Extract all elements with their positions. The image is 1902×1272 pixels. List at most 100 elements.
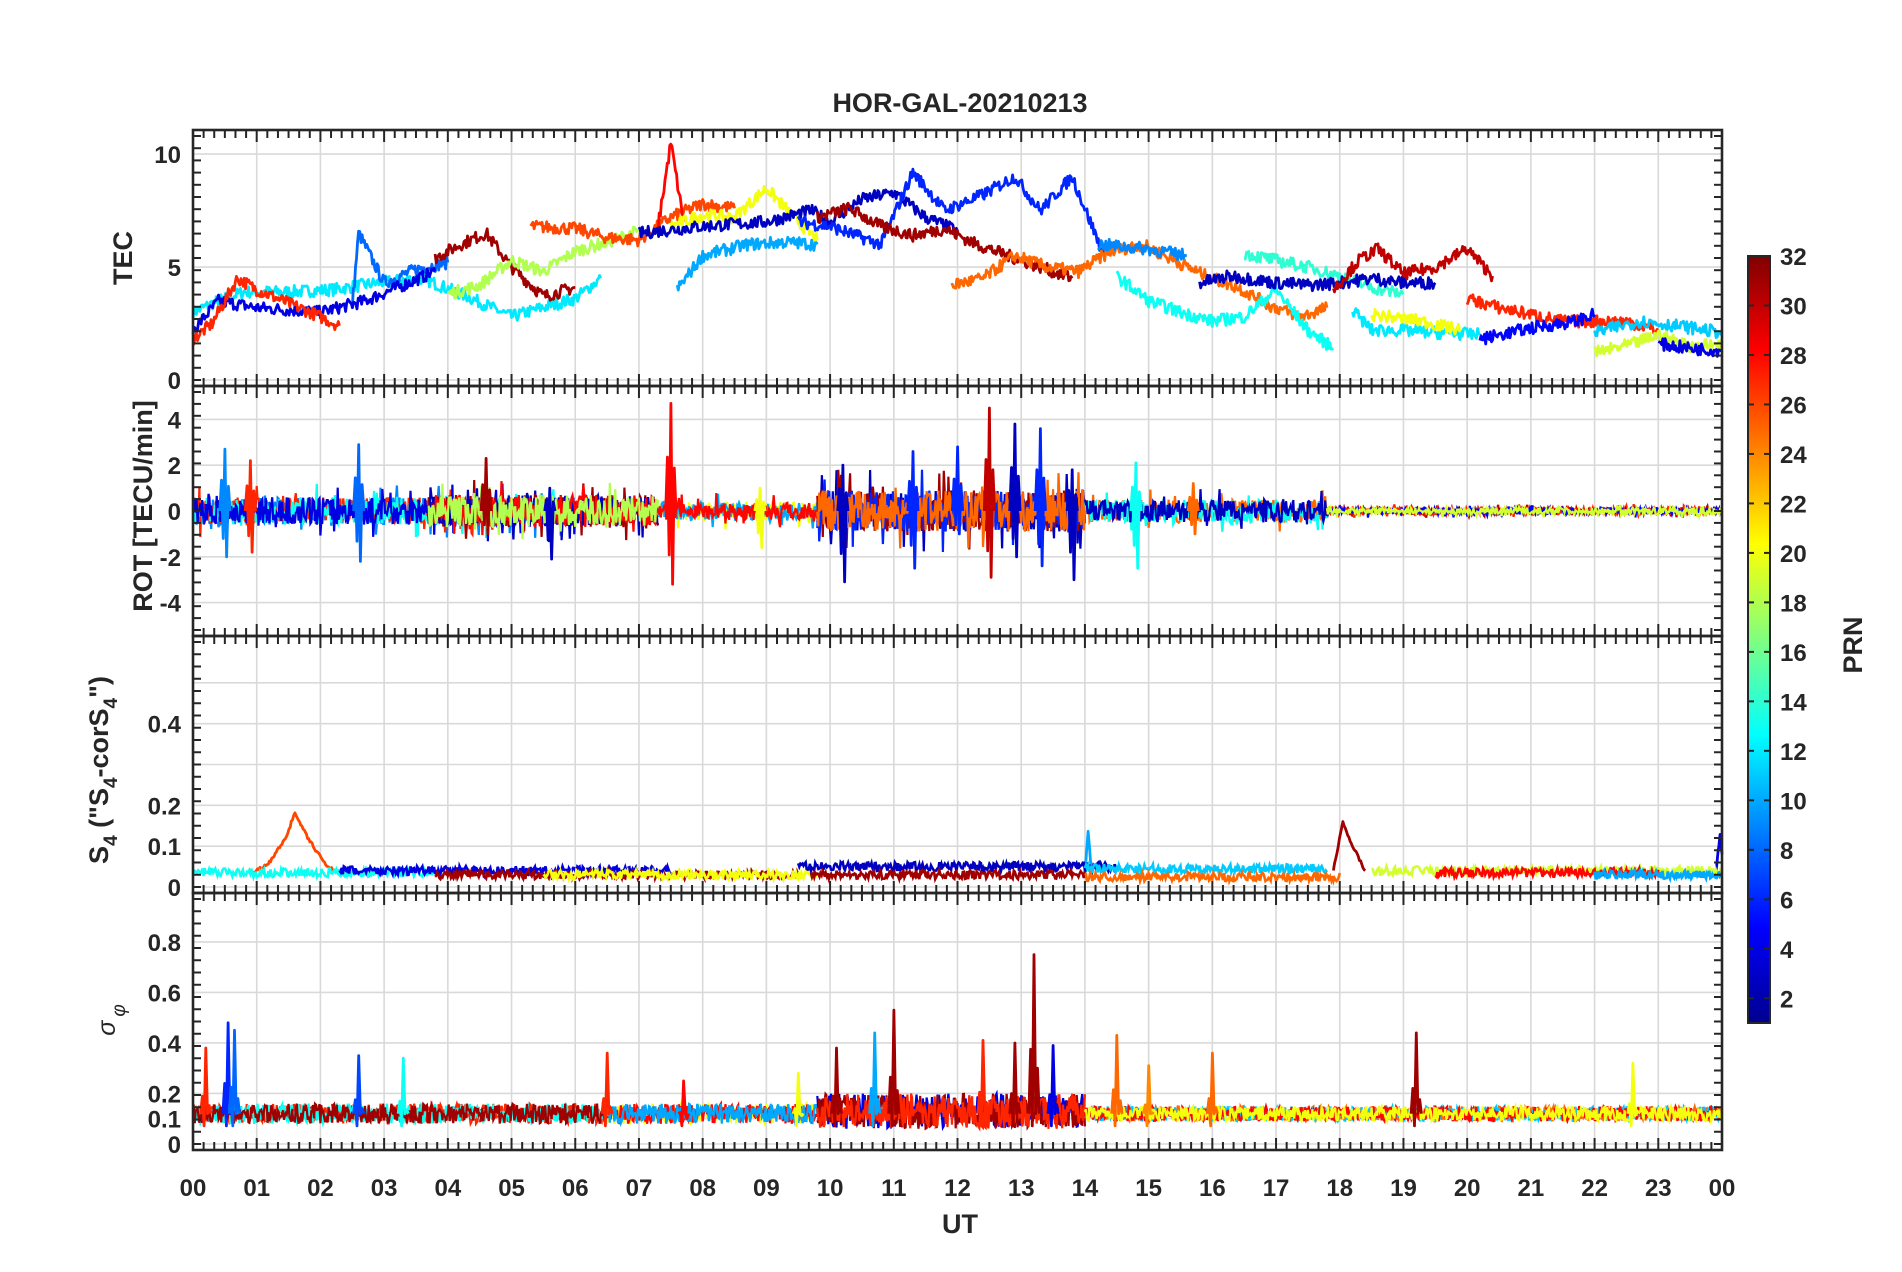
sigma_phi-spike-prn-25 <box>1110 1034 1124 1128</box>
x-tick-label: 22 <box>1581 1175 1608 1202</box>
tec-series-prn-3 <box>637 188 959 240</box>
colorbar-tick-label: 30 <box>1780 293 1807 320</box>
rot-ytick-label: -4 <box>160 591 182 618</box>
colorbar-tick-label: 18 <box>1780 590 1807 617</box>
sigma_phi-spike-prn-10 <box>868 1031 882 1128</box>
sigma_phi-noise-prn-20 <box>1083 1102 1723 1126</box>
colorbar-label: PRN <box>1838 616 1868 673</box>
tec-series-prn-30 <box>1332 242 1494 294</box>
sigma_phi-spike-prn-4 <box>1046 1044 1060 1128</box>
rot-ytick-label: -2 <box>160 545 181 572</box>
colorbar-tick-label: 10 <box>1780 788 1807 815</box>
x-tick-label: 10 <box>817 1175 844 1202</box>
tec-series-prn-14 <box>1243 250 1405 298</box>
tec-frame <box>191 128 1724 388</box>
x-tick-label: 21 <box>1518 1175 1545 1202</box>
x-tick-label: 19 <box>1390 1175 1417 1202</box>
sigma_phi-spike-prn-13 <box>396 1056 410 1128</box>
rot-ylabel: ROT [TECU/min] <box>128 400 158 611</box>
sigma_phi-spike-prn-8 <box>227 1028 241 1128</box>
colorbar-tick-label: 6 <box>1780 887 1793 914</box>
tec-series-prn-26 <box>529 198 736 248</box>
rot-spike-prn-13 <box>1129 461 1143 570</box>
s4-data <box>191 811 1724 887</box>
colorbar-tick-label: 24 <box>1780 442 1807 469</box>
sigma-phi-panel: 00.10.2 0.4 0.6 0.8 <box>148 891 1724 1159</box>
s4-baseline-prn-11 <box>1083 859 1329 878</box>
x-tick-label: 00 <box>180 1175 207 1202</box>
x-tick-label: 20 <box>1454 1175 1481 1202</box>
rot-spike-prn-3 <box>1065 468 1079 582</box>
x-tick-label: 23 <box>1645 1175 1672 1202</box>
x-tick-label: 01 <box>243 1175 270 1202</box>
tec-ylabel: TEC <box>108 231 138 285</box>
colorbar-tick-label: 14 <box>1780 689 1807 716</box>
x-tick-label: 13 <box>1008 1175 1035 1202</box>
rot-spike-prn-9 <box>218 447 232 559</box>
sigma-phi-ylabel: σφ <box>93 1004 130 1035</box>
colorbar-tick-label: 4 <box>1780 937 1794 964</box>
sigma_phi-frame <box>191 891 1724 1152</box>
tec-series-prn-12 <box>1351 307 1482 342</box>
s4-ytick-label: 0 <box>168 875 181 902</box>
tec-series-prn-11 <box>1593 315 1724 340</box>
sigma_phi-spike-prn-27 <box>600 1051 614 1128</box>
tec-series-prn-4 <box>191 266 437 335</box>
rot-spike-prn-3 <box>543 486 557 561</box>
sigma_phi-spike-prn-31 <box>830 1046 844 1128</box>
colorbar-tick-label: 32 <box>1780 244 1807 271</box>
sigma_phi-spike-prn-25 <box>1205 1051 1219 1128</box>
x-tick-label: 03 <box>371 1175 398 1202</box>
tec-series-prn-3 <box>1198 269 1437 293</box>
rot-noise-prn-18 <box>427 482 660 540</box>
rot-noise-prn-28 <box>657 493 819 528</box>
tec-series-prn-10 <box>675 235 819 292</box>
sigma_phi-noise-prn-10 <box>606 1102 819 1128</box>
sigma_phi-spike-prn-31 <box>1027 953 1041 1128</box>
x-tick-label: 07 <box>626 1175 653 1202</box>
x-tick-label: 06 <box>562 1175 589 1202</box>
tec-series-prn-4 <box>1657 337 1723 358</box>
sigma_phi-spike-prn-24 <box>1142 1064 1155 1128</box>
tec-ytick-label: 5 <box>168 255 181 282</box>
rot-noise-prn-3 <box>1083 489 1329 529</box>
s4-ytick-labels: 0 0.1 0.2 0.4 <box>148 712 182 902</box>
colorbar-tick-label: 8 <box>1780 838 1793 865</box>
sigma_phi-ytick-label: 0.8 <box>148 930 181 957</box>
sigma_phi-spike-prn-28 <box>677 1079 691 1128</box>
tec-ytick-labels: 0 5 10 <box>154 142 181 395</box>
s4-baseline-prn-20 <box>542 865 819 884</box>
sigma_phi-ytick-label: 0 <box>168 1132 181 1159</box>
colorbar-tick-label: 20 <box>1780 541 1807 568</box>
s4-ytick-label: 0.4 <box>148 712 182 739</box>
x-tick-label: 08 <box>689 1175 716 1202</box>
rot-spike-prn-3 <box>836 463 850 584</box>
sigma_phi-ytick-label: 0.2 <box>148 1081 181 1108</box>
tec-data <box>191 142 1724 358</box>
colorbar-tick-label: 26 <box>1780 392 1807 419</box>
s4-ytick-label: 0.1 <box>148 834 181 861</box>
x-tick-label: 17 <box>1263 1175 1290 1202</box>
tec-ytick-label: 0 <box>168 368 181 395</box>
rot-spike-prn-6 <box>1033 427 1047 568</box>
sigma_phi-noise-prn-27 <box>816 1093 1086 1132</box>
x-tick-label: 11 <box>881 1175 906 1202</box>
x-tick-label: 09 <box>753 1175 780 1202</box>
tec-series-prn-5 <box>1478 307 1596 346</box>
rot-ytick-label: 4 <box>168 407 182 434</box>
s4-ytick-label: 0.2 <box>148 793 181 820</box>
rot-spike-prn-20 <box>753 486 767 549</box>
sigma-symbol: σ <box>93 1020 121 1036</box>
sigma_phi-spike-prn-7 <box>352 1054 366 1128</box>
rot-noise-prn-19 <box>1325 503 1724 521</box>
rot-data <box>191 401 1724 586</box>
rot-ytick-label: 0 <box>168 499 181 526</box>
s4-baseline-prn-10 <box>1593 866 1723 884</box>
sigma_phi-ytick-label: 0.6 <box>148 980 181 1007</box>
rot-spike-prn-3 <box>1008 422 1022 559</box>
tec-series-prn-9 <box>1097 237 1188 262</box>
sigma_phi-spike-prn-27 <box>199 1046 213 1128</box>
sigma_phi-spike-prn-31 <box>1008 1041 1022 1128</box>
x-tick-label: 02 <box>307 1175 334 1202</box>
